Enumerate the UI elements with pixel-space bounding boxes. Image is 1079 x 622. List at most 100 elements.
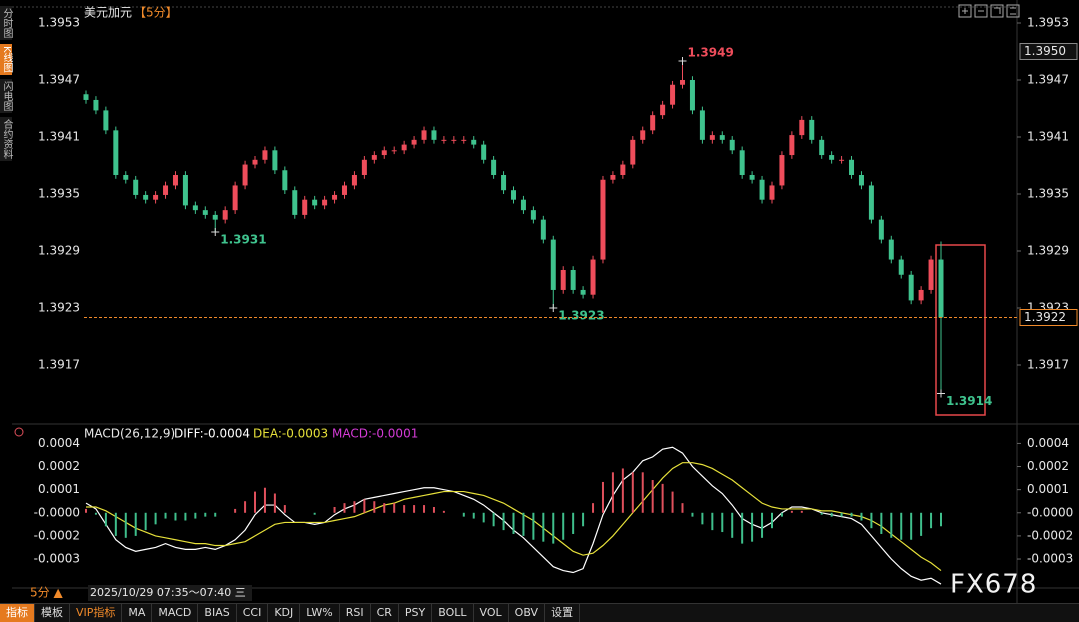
candle-body: [600, 179, 606, 260]
candle-body: [103, 110, 109, 131]
candle-body: [580, 289, 586, 295]
chart-title: 美元加元: [84, 6, 132, 20]
candle-body: [451, 139, 457, 141]
y-tick-label: -0.0000: [1027, 505, 1073, 519]
side-tab[interactable]: 闪电图: [0, 78, 12, 113]
candle-body: [461, 139, 467, 141]
toolbar-button[interactable]: BIAS: [198, 604, 237, 622]
toolbar-button[interactable]: MA: [122, 604, 153, 622]
candle-body: [789, 135, 795, 156]
candle-body: [550, 239, 556, 290]
toolbar-button[interactable]: VOL: [474, 604, 509, 622]
candle-body: [401, 144, 407, 151]
candle-body: [898, 259, 904, 275]
toolbar-button[interactable]: BOLL: [432, 604, 474, 622]
candle-body: [530, 210, 536, 220]
y-tick-label: 1.3923: [38, 301, 80, 315]
candle-body: [481, 144, 487, 160]
macd-title: MACD(26,12,9): [84, 427, 175, 441]
candle-body: [779, 155, 785, 186]
candle-body: [341, 185, 347, 195]
candle-body: [242, 164, 248, 186]
y-tick-label: 1.3941: [1027, 130, 1069, 144]
candle-body: [262, 150, 268, 160]
toolbar-button[interactable]: 模板: [35, 604, 70, 622]
candle-body: [272, 150, 278, 171]
candle-body: [332, 194, 338, 200]
settings-icon[interactable]: [14, 427, 24, 437]
toolbar-button[interactable]: LW%: [300, 604, 340, 622]
y-tick-label: -0.0002: [34, 528, 80, 542]
candle-body: [113, 130, 119, 175]
status-period: 5分 ▲: [30, 586, 63, 600]
candle-body: [381, 150, 387, 156]
status-range: 2025/10/29 07:35～07:40 三: [90, 586, 246, 599]
candle-body: [759, 179, 765, 200]
candle-body: [610, 175, 616, 180]
marker-price-label: 1.3950: [1024, 44, 1066, 58]
toolbar-button[interactable]: CCI: [237, 604, 269, 622]
toolbar-button[interactable]: PSY: [399, 604, 433, 622]
candle-body: [501, 175, 507, 191]
candle-body: [282, 170, 288, 191]
toolbar-button[interactable]: KDJ: [268, 604, 301, 622]
extreme-label: 1.3949: [688, 46, 734, 60]
toolbar-button[interactable]: CR: [371, 604, 399, 622]
toolbar-button[interactable]: VIP指标: [70, 604, 123, 622]
candle-body: [709, 135, 715, 140]
candle-body: [660, 104, 666, 116]
candle-body: [928, 259, 934, 290]
candle-body: [302, 199, 308, 215]
candle-body: [809, 119, 815, 140]
candle-body: [729, 139, 735, 151]
y-tick-label: 1.3935: [1027, 187, 1069, 201]
candle-body: [640, 130, 646, 140]
toolbar-button[interactable]: MACD: [152, 604, 199, 622]
status-bg: [88, 585, 252, 601]
toolbar-button[interactable]: 指标: [0, 604, 35, 622]
candle-body: [918, 289, 924, 301]
side-tab[interactable]: K线图: [0, 44, 12, 75]
candle-body: [471, 139, 477, 145]
toolbar-button[interactable]: RSI: [340, 604, 371, 622]
candle-body: [172, 175, 178, 186]
candle-body: [232, 185, 238, 211]
side-tab[interactable]: 分时图: [0, 6, 12, 40]
y-tick-label: 1.3941: [38, 130, 80, 144]
candle-body: [819, 139, 825, 156]
candle-body: [719, 135, 725, 140]
candle-body: [650, 115, 656, 131]
watermark: FX678: [950, 570, 1037, 600]
y-tick-label: 0.0001: [38, 482, 80, 496]
candle-body: [322, 199, 328, 206]
candle-body: [689, 80, 695, 111]
candle-body: [163, 185, 169, 195]
toolbar-button[interactable]: 设置: [545, 604, 581, 622]
candle-body: [123, 175, 129, 180]
side-tab[interactable]: 合约资料: [0, 116, 12, 161]
candle-body: [292, 190, 298, 215]
extreme-label: 1.3931: [220, 233, 266, 247]
background: [0, 0, 1079, 603]
candle-body: [908, 274, 914, 301]
y-tick-label: 1.3935: [38, 187, 80, 201]
y-tick-label: 1.3947: [1027, 73, 1069, 87]
indicator-line: [86, 462, 942, 572]
y-tick-label: 1.3947: [38, 73, 80, 87]
candle-body: [182, 175, 188, 206]
extreme-marker: [211, 228, 220, 236]
toolbar-icons[interactable]: [958, 4, 1020, 18]
candle-body: [212, 214, 218, 220]
legend-diff: DIFF:-0.0004: [174, 427, 250, 441]
candle-body: [630, 139, 636, 165]
y-tick-label: -0.0003: [1027, 552, 1073, 566]
candle-body: [222, 210, 228, 220]
extreme-marker: [549, 304, 558, 312]
y-tick-label: 0.0004: [1027, 436, 1069, 450]
candle-body: [799, 119, 805, 136]
candle-body: [769, 185, 775, 200]
toolbar-button[interactable]: OBV: [509, 604, 546, 622]
y-tick-label: 1.3917: [38, 358, 80, 372]
candle-body: [411, 139, 417, 145]
